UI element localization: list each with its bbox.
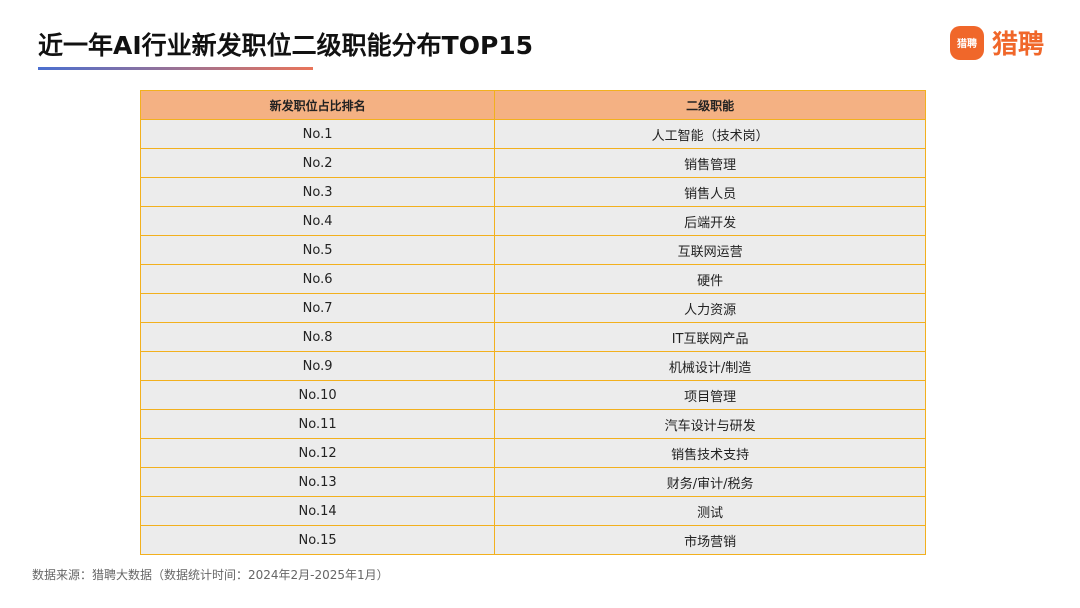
- table-cell: 销售技术支持: [494, 438, 926, 468]
- table-cell: No.4: [139, 206, 496, 236]
- table-cell: No.15: [139, 525, 496, 555]
- table-row: No.3 销售人员: [139, 177, 926, 207]
- source-note: 数据来源：猎聘大数据（数据统计时间：2024年2月-2025年1月）: [32, 568, 389, 582]
- table-cell: 人工智能（技术岗）: [494, 119, 926, 149]
- table-row: No.5 互联网运营: [139, 235, 926, 265]
- table-cell: 销售管理: [494, 148, 926, 178]
- table-row: No.13 财务/审计/税务: [139, 467, 926, 497]
- table-cell: 后端开发: [494, 206, 926, 236]
- table-row: No.15 市场营销: [139, 525, 926, 555]
- logo-text: 猎聘: [991, 30, 1044, 60]
- table-cell: 市场营销: [494, 525, 926, 555]
- table-cell: No.7: [139, 293, 496, 323]
- table-row: No.4 后端开发: [139, 206, 926, 236]
- table-cell: IT互联网产品: [494, 322, 926, 352]
- table-row: No.7 人力资源: [139, 293, 926, 323]
- table-cell: No.6: [139, 264, 496, 294]
- table-cell: 测试: [494, 496, 926, 526]
- table-cell: 互联网运营: [494, 235, 926, 265]
- table-cell: No.13: [139, 467, 496, 497]
- table-cell: No.2: [139, 148, 496, 178]
- logo-icon: 猎聘: [949, 25, 984, 60]
- column-header: 二级职能: [494, 90, 926, 120]
- column-header: 新发职位占比排名: [139, 90, 496, 120]
- table-cell: No.11: [139, 409, 496, 439]
- table-cell: 汽车设计与研发: [494, 409, 926, 439]
- table-cell: 项目管理: [494, 380, 926, 410]
- logo: 猎聘 猎聘: [949, 24, 1044, 61]
- table-cell: No.8: [139, 322, 496, 352]
- header-row: 新发职位占比排名 二级职能: [139, 90, 926, 120]
- table-row: No.11 汽车设计与研发: [139, 409, 926, 439]
- table-row: No.2 销售管理: [139, 148, 926, 178]
- table-cell: No.3: [139, 177, 496, 207]
- table-row: No.8 IT互联网产品: [139, 322, 926, 352]
- table-cell: 硬件: [494, 264, 926, 294]
- table-row: No.10 项目管理: [139, 380, 926, 410]
- table-cell: 人力资源: [494, 293, 926, 323]
- table-cell: No.10: [139, 380, 496, 410]
- table-cell: No.9: [139, 351, 496, 381]
- table-cell: 财务/审计/税务: [494, 467, 926, 497]
- table: 新发职位占比排名 二级职能 No.1 人工智能（技术岗） No.2 销售管理 No.3 销售人…: [139, 90, 926, 555]
- table-row: No.14 测试: [139, 496, 926, 526]
- table-cell: 机械设计/制造: [494, 351, 926, 381]
- table-cell: No.1: [139, 119, 496, 149]
- table-row: No.12 销售技术支持: [139, 438, 926, 468]
- table-cell: No.14: [139, 496, 496, 526]
- table-row: No.6 硬件: [139, 264, 926, 294]
- title-underline: [38, 67, 313, 70]
- table-row: No.1 人工智能（技术岗）: [139, 119, 926, 149]
- title: 近一年AI行业新发职位二级职能分布TOP15: [38, 31, 534, 60]
- table-cell: No.5: [139, 235, 496, 265]
- table-cell: No.12: [139, 438, 496, 468]
- table-cell: 销售人员: [494, 177, 926, 207]
- table-row: No.9 机械设计/制造: [139, 351, 926, 381]
